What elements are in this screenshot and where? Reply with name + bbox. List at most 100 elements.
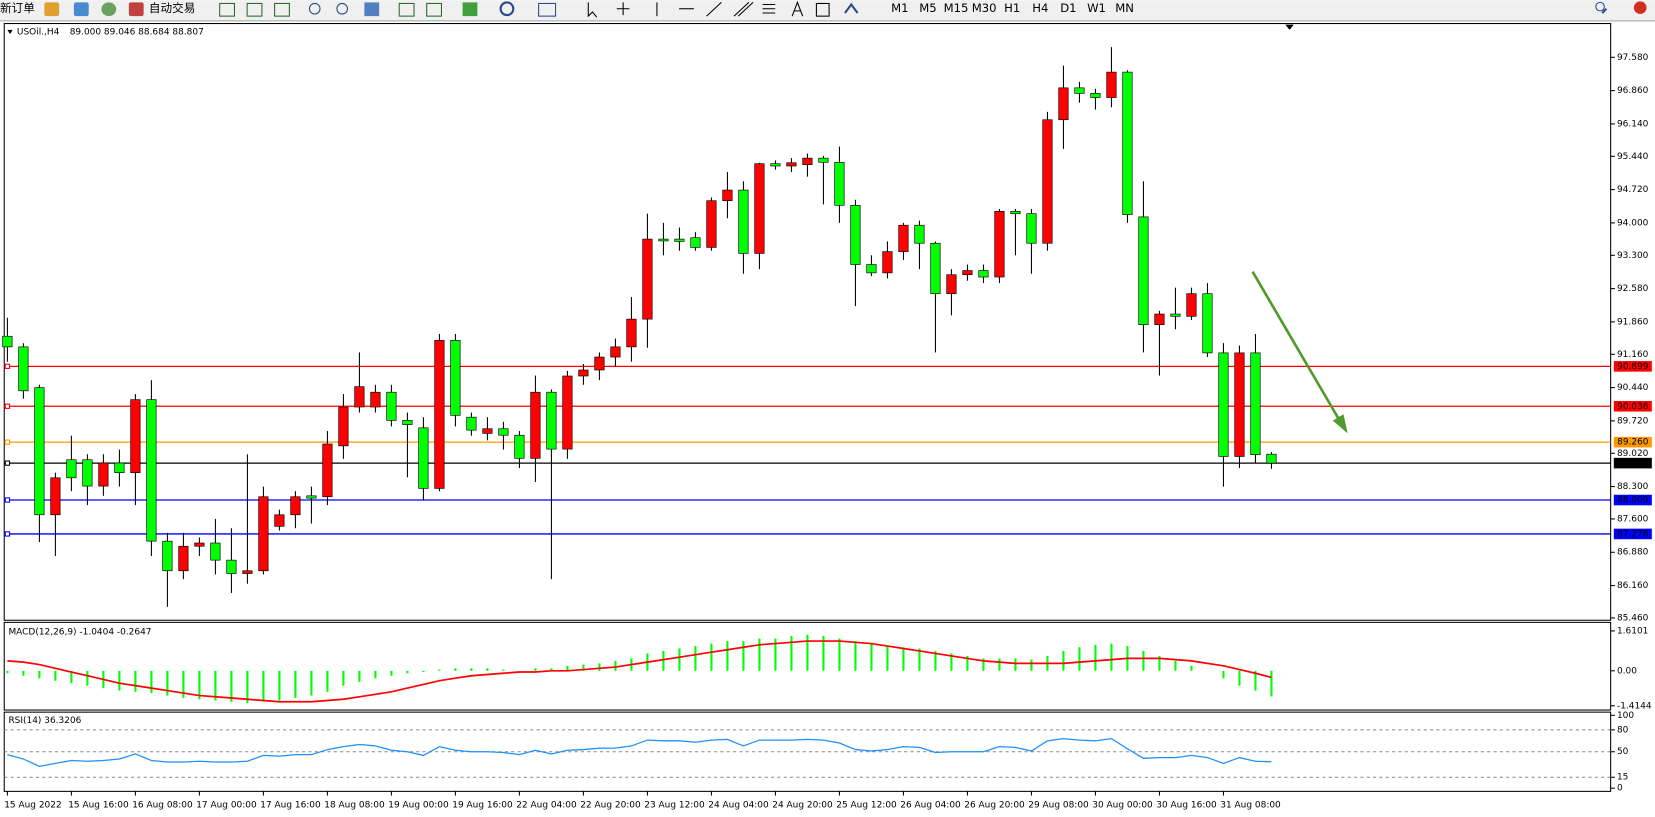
icon[interactable] [44, 2, 60, 17]
icon[interactable] [364, 2, 380, 17]
trend-arrow [1251, 271, 1345, 428]
icon[interactable] [219, 2, 235, 17]
level-label: 88.009 [1617, 496, 1649, 506]
icon[interactable] [1601, 7, 1608, 14]
level-label-bg [1613, 494, 1652, 506]
candle-body [530, 391, 541, 459]
y-tick-label: 100 [1617, 711, 1634, 721]
toolbar: 新订单 自动交易 M1 M5 M1 [0, 0, 1655, 22]
candle-body [626, 318, 637, 348]
candle-body [1154, 313, 1165, 325]
x-tick-label: 30 Aug 16:00 [1156, 801, 1217, 811]
icon[interactable] [762, 3, 776, 14]
x-tick-label: 19 Aug 16:00 [452, 801, 513, 811]
level-handle [4, 460, 11, 466]
candle-body [546, 391, 557, 450]
level-label: 90.036 [1617, 402, 1649, 412]
icon[interactable] [616, 2, 630, 16]
candle-body [658, 238, 669, 242]
candle-body [722, 189, 733, 202]
y-tick-label: 50 [1617, 747, 1629, 757]
timeframe-button[interactable]: W1 [1087, 1, 1106, 15]
level-handle [4, 497, 11, 503]
timeframe-button[interactable]: H4 [1032, 1, 1048, 15]
candle-body [962, 270, 973, 276]
y-tick-label: 97.580 [1617, 53, 1649, 63]
candle-body [98, 462, 109, 487]
candle-body [866, 264, 877, 274]
candle-body [562, 375, 573, 450]
timeframe-button[interactable]: M15 [944, 1, 969, 15]
candle-body [370, 391, 381, 408]
icon[interactable] [733, 2, 754, 17]
candle-body [18, 346, 29, 392]
x-tick-label: 16 Aug 08:00 [132, 801, 193, 811]
x-tick-label: 22 Aug 04:00 [516, 801, 577, 811]
candle-body [2, 335, 13, 348]
candle-body [882, 251, 893, 274]
timeframe-button[interactable]: M30 [972, 1, 997, 15]
icon[interactable] [791, 0, 804, 17]
icon[interactable] [336, 2, 349, 15]
icon[interactable] [538, 2, 557, 17]
icon[interactable] [462, 2, 478, 17]
auto-trading[interactable]: 自动交易 [149, 1, 195, 15]
x-tick-label: 24 Aug 20:00 [772, 801, 833, 811]
timeframes: M1 M5 M15 M30 H1 H4 D1 W1 MN [891, 1, 1134, 15]
timeframe-button[interactable]: MN [1115, 1, 1134, 15]
icon[interactable] [274, 2, 290, 17]
candle-body [482, 428, 493, 434]
y-tick-label: 96.140 [1617, 119, 1649, 129]
candle-body [594, 356, 605, 371]
candle-body [66, 459, 77, 479]
icon[interactable] [308, 2, 321, 15]
plot: 97.580 96.860 96.140 95.440 94.720 94.000 93.3… [2, 47, 1652, 811]
candle-body [850, 205, 861, 265]
icon[interactable] [844, 2, 859, 14]
candle-body [290, 496, 301, 516]
candle-body [498, 428, 509, 436]
timeframe-button[interactable]: M5 [919, 1, 936, 15]
candle-body [914, 224, 925, 244]
new-order[interactable]: 新订单 [0, 1, 35, 15]
icon[interactable] [815, 2, 830, 17]
y-tick-label: 90.440 [1617, 383, 1649, 393]
y-tick-label: 91.160 [1617, 350, 1649, 360]
timeframe-button[interactable]: D1 [1060, 1, 1076, 15]
level-label: 89.260 [1617, 438, 1649, 448]
icon[interactable] [101, 2, 117, 17]
icon[interactable] [398, 2, 415, 17]
macd-panel [3, 621, 1612, 711]
timeframe-button[interactable]: M1 [891, 1, 908, 15]
candle-body [706, 200, 717, 248]
candle-body [1090, 93, 1101, 98]
y-tick-label: 88.300 [1617, 482, 1649, 492]
y-tick-label: 89.020 [1617, 449, 1649, 459]
shift-marker [1285, 24, 1294, 30]
icon[interactable] [426, 2, 443, 17]
level-label-bg [1613, 457, 1652, 469]
icon[interactable] [128, 2, 144, 17]
y-tick-label: 96.860 [1617, 86, 1649, 96]
candle-body [978, 270, 989, 278]
icon[interactable] [499, 1, 515, 17]
x-tick-label: 25 Aug 12:00 [836, 801, 897, 811]
x-tick-label: 26 Aug 04:00 [900, 801, 961, 811]
candle-body [450, 340, 461, 416]
icon[interactable] [587, 2, 598, 18]
level-handle [4, 363, 11, 369]
icon[interactable] [706, 2, 722, 17]
y-tick-label: 86.160 [1617, 581, 1649, 591]
notification-badge[interactable] [1633, 1, 1647, 15]
candle-body [1042, 119, 1053, 244]
icon[interactable] [1595, 1, 1605, 12]
candle-body [818, 157, 829, 163]
level-label: 88.807 [1617, 459, 1648, 469]
y-tick-label: 86.880 [1617, 548, 1649, 558]
y-tick-label: 93.300 [1617, 251, 1649, 261]
icon[interactable] [73, 2, 89, 17]
x-tick-label: 30 Aug 00:00 [1092, 801, 1153, 811]
icon[interactable] [246, 2, 263, 17]
timeframe-button[interactable]: H1 [1004, 1, 1020, 15]
y-tick-label: 95.440 [1617, 152, 1649, 162]
